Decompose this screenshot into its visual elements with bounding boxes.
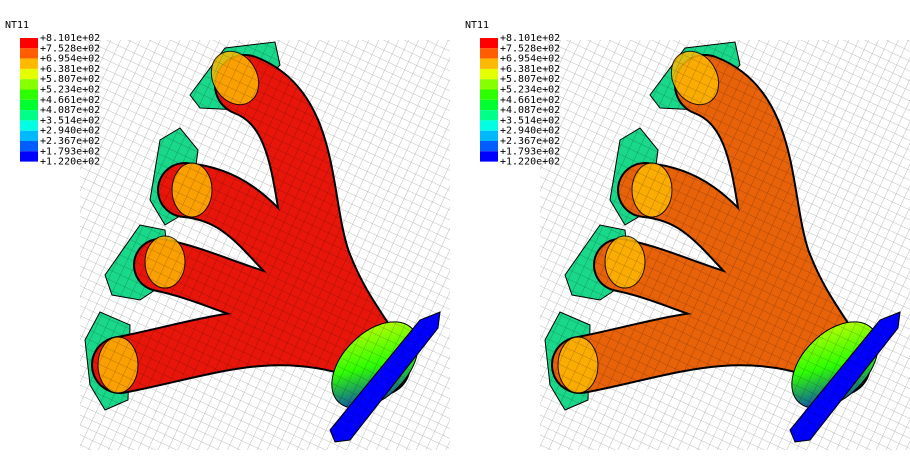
legend-label: +6.954e+02 [500, 54, 560, 65]
legend-label: +2.940e+02 [40, 126, 100, 137]
legend-label: +7.528e+02 [500, 43, 560, 54]
legend-label: +5.234e+02 [40, 85, 100, 96]
legend-label: +1.793e+02 [40, 146, 100, 157]
legend-label: +4.087e+02 [500, 105, 560, 116]
legend-label: +2.367e+02 [40, 136, 100, 147]
legend-swatch [480, 120, 498, 131]
legend-label: +1.220e+02 [40, 157, 100, 168]
legend: NT11 +8.101e+02+7.528e+02+6.954e+02+6.381… [5, 20, 100, 168]
legend-label: +1.220e+02 [500, 157, 560, 168]
legend-swatch [480, 68, 498, 80]
legend-swatch [20, 141, 38, 152]
legend-swatch [480, 99, 498, 111]
legend-swatch [480, 89, 498, 100]
legend-title: NT11 [465, 20, 489, 31]
legend-label: +2.367e+02 [500, 136, 560, 147]
legend-swatch [20, 68, 38, 80]
legend-swatch [20, 120, 38, 131]
mesh-model [80, 40, 450, 450]
legend-label: +5.234e+02 [500, 85, 560, 96]
panel-right: NT11 +8.101e+02+7.528e+02+6.954e+02+6.381… [465, 20, 910, 450]
legend-swatch [20, 48, 38, 59]
legend-label: +7.528e+02 [40, 43, 100, 54]
legend-swatch [20, 38, 38, 49]
legend-swatch [480, 79, 498, 90]
legend-label: +3.514e+02 [40, 115, 100, 126]
panel-left: NT11 +8.101e+02+7.528e+02+6.954e+02+6.381… [5, 20, 450, 450]
legend-swatch [20, 151, 38, 162]
legend-swatch [20, 99, 38, 111]
legend-label: +8.101e+02 [500, 33, 560, 44]
legend-label: +4.661e+02 [500, 95, 560, 106]
legend-label: +5.807e+02 [40, 74, 100, 85]
legend-label: +2.940e+02 [500, 126, 560, 137]
legend-label: +4.661e+02 [40, 95, 100, 106]
legend-label: +6.954e+02 [40, 54, 100, 65]
legend-swatch [20, 89, 38, 100]
legend-swatch [480, 38, 498, 49]
legend-swatch [20, 130, 38, 141]
legend-label: +6.381e+02 [40, 64, 100, 75]
legend-label: +6.381e+02 [500, 64, 560, 75]
legend-label: +3.514e+02 [500, 115, 560, 126]
legend-swatch [480, 58, 498, 69]
legend-swatch [480, 110, 498, 121]
legend-title: NT11 [5, 20, 29, 31]
legend-label: +5.807e+02 [500, 74, 560, 85]
legend-label: +8.101e+02 [40, 33, 100, 44]
legend: NT11 +8.101e+02+7.528e+02+6.954e+02+6.381… [465, 20, 560, 168]
legend-swatch [20, 110, 38, 121]
legend-label: +1.793e+02 [500, 146, 560, 157]
mesh-model [540, 40, 910, 450]
legend-swatch [480, 130, 498, 141]
legend-swatch [480, 141, 498, 152]
legend-label: +4.087e+02 [40, 105, 100, 116]
legend-swatch [480, 48, 498, 59]
legend-swatch [480, 151, 498, 162]
legend-swatch [20, 79, 38, 90]
legend-swatch [20, 58, 38, 69]
